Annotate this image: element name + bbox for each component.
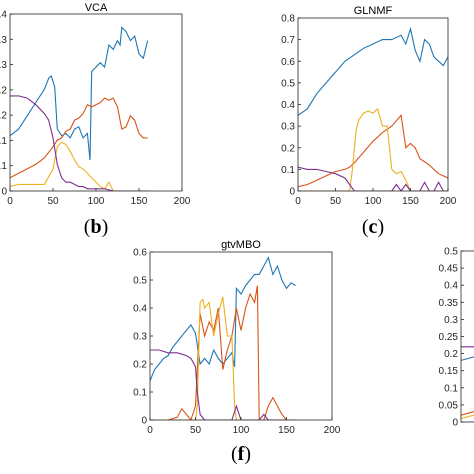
y-tick-label: 0.7	[281, 35, 295, 46]
y-tick-label: .4	[0, 10, 7, 21]
panel-partial-right: 0 0.05 0.1 0.15 0.2 0.25 0.3 0.35 0.4 0.45 0.5	[439, 247, 474, 429]
y-tick-label: 0.3	[133, 332, 147, 343]
y-tick-label: 0.5	[281, 78, 295, 89]
y-tick-label: 0.8	[281, 14, 295, 25]
panel-letter-label: (c)	[362, 216, 384, 238]
series-line-orange	[461, 410, 474, 416]
x-tick-label: 200	[174, 196, 191, 207]
x-tick-label: 150	[278, 425, 295, 436]
x-tick-label: 200	[324, 425, 341, 436]
y-tick-label: 0	[289, 187, 295, 198]
series-line-yellow	[298, 107, 448, 191]
series-line-purple	[298, 166, 448, 191]
y-tick-label: .1	[0, 161, 7, 172]
panel-title: VCA	[85, 2, 108, 14]
panel-letter-label: (f)	[231, 443, 251, 465]
x-tick-label: 50	[190, 425, 202, 436]
y-tick-label: 0.1	[281, 165, 295, 176]
y-tick-label: 0.4	[133, 304, 147, 315]
y-tick-label: 0.5	[444, 247, 458, 258]
panel-b-vca: 0 .1 .1 .2 .2 .3 .3 .4 0 50 100 150 200 VCA (b)	[0, 2, 191, 238]
y-tick-label: 0.1	[444, 383, 458, 394]
y-tick-label: 0	[452, 418, 458, 429]
y-tick-label: 0.6	[281, 57, 295, 68]
y-tick-label: 0.2	[133, 360, 147, 371]
panel-title: GLNMF	[354, 5, 393, 17]
y-tick-label: .1	[0, 136, 7, 147]
y-tick-label: 0.05	[439, 400, 459, 411]
y-tick-label: 0.2	[444, 349, 458, 360]
series-line-blue	[10, 26, 149, 161]
y-tick-label: 0.3	[281, 122, 295, 133]
series-line-blue	[461, 356, 474, 361]
axes-box	[149, 251, 333, 421]
x-tick-label: 0	[7, 196, 13, 207]
y-tick-label: 0	[1, 187, 7, 198]
series-line-yellow	[461, 414, 474, 420]
panel-letter-label: (b)	[84, 216, 108, 238]
y-tick-label: 0.3	[444, 315, 458, 326]
x-tick-label: 50	[47, 196, 59, 207]
x-tick-label: 100	[88, 196, 105, 207]
y-tick-label: 0.2	[281, 143, 295, 154]
series-line-blue	[298, 26, 448, 116]
x-tick-label: 200	[440, 196, 457, 207]
x-tick-label: 0	[295, 196, 301, 207]
y-tick-label: .2	[0, 85, 7, 96]
x-tick-label: 150	[131, 196, 148, 207]
series-line-orange	[10, 97, 148, 179]
panel-f-gtvmbo: 0 0.1 0.2 0.3 0.4 0.5 0.6 0 50 100 150 200 gtvMBO (f)	[133, 239, 341, 465]
y-tick-label: 0.15	[439, 366, 459, 377]
y-tick-label: 0.1	[133, 388, 147, 399]
y-tick-label: 0.6	[133, 248, 147, 259]
series-line-yellow	[10, 141, 148, 191]
series-line-orange	[298, 114, 448, 188]
y-tick-label: .3	[0, 60, 7, 71]
y-tick-label: 0.5	[133, 276, 147, 287]
x-tick-label: 150	[402, 196, 419, 207]
y-tick-label: 0	[141, 416, 147, 427]
y-tick-label: 0.4	[444, 281, 458, 292]
series-line-yellow	[150, 296, 296, 420]
y-tick-label: .2	[0, 111, 7, 122]
y-tick-label: 0.25	[439, 332, 459, 343]
x-tick-label: 100	[233, 425, 250, 436]
y-tick-label: 0.45	[439, 264, 459, 275]
y-tick-label: 0.4	[281, 100, 295, 111]
x-tick-label: 100	[365, 196, 382, 207]
x-tick-label: 0	[147, 425, 153, 436]
x-tick-label: 50	[330, 196, 342, 207]
panel-c-glnmf: 0 0.1 0.2 0.3 0.4 0.5 0.6 0.7 0.8 0 50 100 150 200 GLN…	[281, 5, 457, 238]
series-line-purple	[150, 349, 296, 420]
y-tick-label: .3	[0, 35, 7, 46]
series-line-purple	[10, 95, 148, 191]
panel-title: gtvMBO	[221, 239, 261, 251]
y-tick-label: 0.35	[439, 298, 459, 309]
